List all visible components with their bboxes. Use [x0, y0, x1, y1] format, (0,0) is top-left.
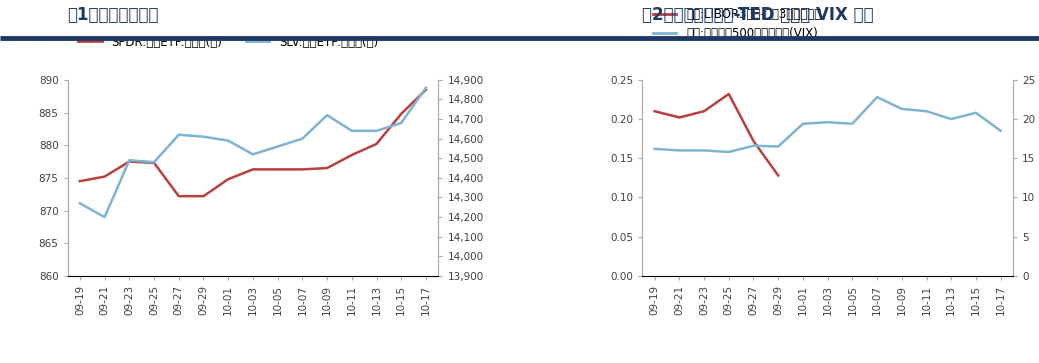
- Legend: 美国:LIBOR3个月-国债3个月收益率, 美国:标准普尔500波动率指数(VIX): 美国:LIBOR3个月-国债3个月收益率, 美国:标准普尔500波动率指数(VI…: [648, 3, 826, 45]
- Legend: SPDR:黄金ETF:持有量(吨), SLV:白银ETF:持仓量(吨): SPDR:黄金ETF:持有量(吨), SLV:白银ETF:持仓量(吨): [74, 31, 382, 53]
- Text: 图2：市场风险指标-TED 利差与 VIX 指数: 图2：市场风险指标-TED 利差与 VIX 指数: [642, 5, 874, 24]
- Text: 图1：黄金基金持仓: 图1：黄金基金持仓: [68, 5, 159, 24]
